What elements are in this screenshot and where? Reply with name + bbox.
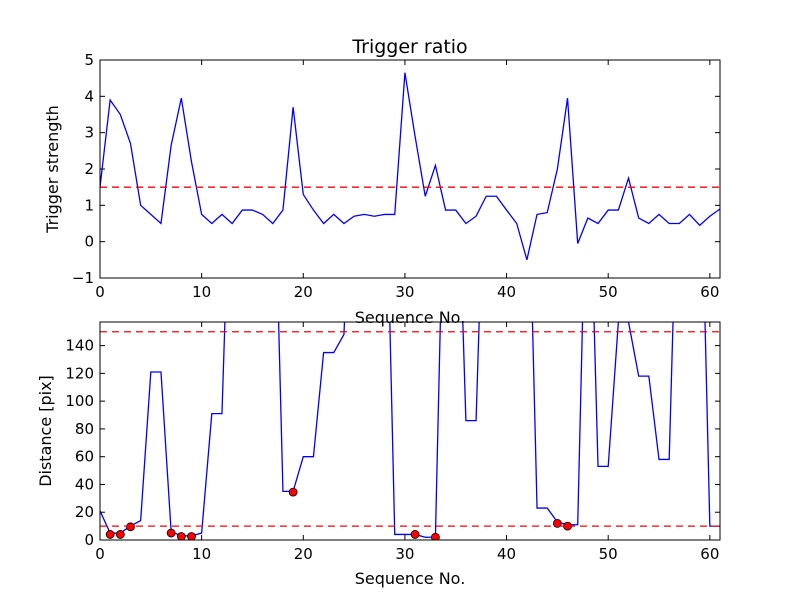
detection-marker [187, 532, 196, 540]
plot-frame-2 [99, 321, 721, 541]
y-tick-label: 60 [75, 448, 94, 466]
trigger-strength-line [100, 72, 720, 261]
plot-area-1 [100, 72, 720, 261]
detection-marker [288, 487, 298, 497]
y-tick-label: −1 [72, 269, 94, 287]
plot-area-2 [100, 322, 720, 540]
y-axis-label-1: Trigger strength [43, 105, 62, 234]
x-tick-label: 30 [395, 545, 414, 563]
x-axis-label-2: Sequence No. [355, 569, 466, 588]
y-tick-label: 100 [65, 392, 94, 410]
y-tick-label: 1 [84, 196, 94, 214]
detection-marker [410, 530, 420, 539]
x-axis-label-1: Sequence No. [355, 308, 466, 327]
x-tick-label: 40 [497, 545, 516, 563]
detection-marker [176, 532, 186, 540]
x-tick-label: 20 [294, 545, 313, 563]
y-tick-label: 0 [84, 233, 94, 251]
y-tick-label: 140 [65, 337, 94, 355]
x-tick-label: 0 [95, 283, 105, 301]
detection-marker [115, 530, 125, 539]
detection-marker [105, 530, 115, 539]
detection-marker [552, 518, 562, 528]
x-tick-label: 20 [294, 283, 313, 301]
y-axis-label-2: Distance [pix] [36, 375, 55, 487]
detection-marker [126, 522, 135, 532]
x-tick-label: 50 [599, 283, 618, 301]
detection-marker [166, 528, 176, 538]
x-tick-label: 10 [192, 545, 211, 563]
x-tick-label: 60 [700, 545, 719, 563]
y-tick-label: 0 [84, 531, 94, 549]
distance-line [100, 322, 720, 538]
y-tick-label: 80 [75, 420, 94, 438]
detection-marker [431, 532, 440, 540]
x-tick-label: 50 [599, 545, 618, 563]
y-tick-label: 40 [75, 475, 94, 493]
y-tick-label: 2 [84, 160, 94, 178]
x-tick-label: 0 [95, 545, 105, 563]
y-tick-label: 4 [84, 87, 94, 105]
y-tick-label: 120 [65, 364, 94, 382]
y-tick-label: 3 [84, 124, 94, 142]
x-tick-label: 10 [192, 283, 211, 301]
chart-title: Trigger ratio [351, 36, 467, 58]
x-tick-label: 40 [497, 283, 516, 301]
y-tick-label: 5 [84, 51, 94, 69]
x-tick-label: 60 [700, 283, 719, 301]
axes-2: 0 10 20 30 40 50 60 0 20 40 60 80 100 120 140 [65, 322, 720, 563]
y-tick-label: 20 [75, 503, 94, 521]
distance-panel: 0 10 20 30 40 50 60 0 20 40 60 80 100 120 140 Sequence… [36, 321, 721, 588]
x-tick-label: 30 [395, 283, 414, 301]
